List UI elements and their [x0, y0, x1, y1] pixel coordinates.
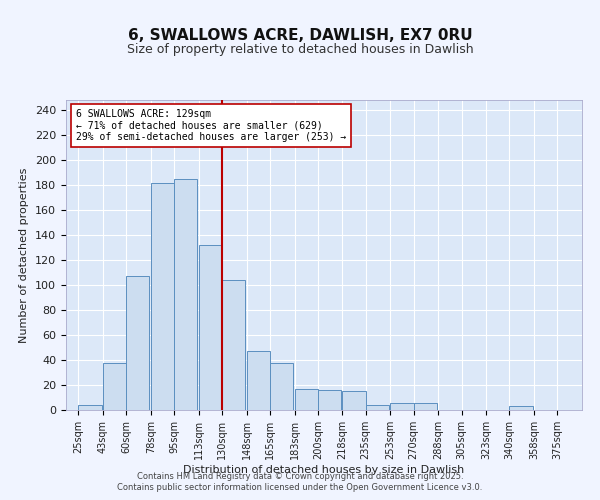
Text: 6, SWALLOWS ACRE, DAWLISH, EX7 0RU: 6, SWALLOWS ACRE, DAWLISH, EX7 0RU — [128, 28, 472, 42]
Text: Size of property relative to detached houses in Dawlish: Size of property relative to detached ho… — [127, 42, 473, 56]
X-axis label: Distribution of detached houses by size in Dawlish: Distribution of detached houses by size … — [184, 464, 464, 474]
Bar — [343, 391, 366, 410]
Bar — [247, 351, 270, 410]
Bar — [199, 245, 222, 410]
Bar — [318, 390, 341, 410]
Y-axis label: Number of detached properties: Number of detached properties — [19, 168, 29, 342]
Bar — [366, 405, 389, 410]
Bar — [413, 402, 437, 410]
Bar — [295, 389, 318, 410]
Text: Contains HM Land Registry data © Crown copyright and database right 2025.: Contains HM Land Registry data © Crown c… — [137, 472, 463, 481]
Bar — [103, 362, 126, 410]
Bar — [509, 406, 533, 410]
Text: 6 SWALLOWS ACRE: 129sqm
← 71% of detached houses are smaller (629)
29% of semi-d: 6 SWALLOWS ACRE: 129sqm ← 71% of detache… — [76, 110, 347, 142]
Bar — [79, 405, 101, 410]
Bar — [391, 402, 413, 410]
Bar — [174, 179, 197, 410]
Text: Contains public sector information licensed under the Open Government Licence v3: Contains public sector information licen… — [118, 484, 482, 492]
Bar — [270, 362, 293, 410]
Bar — [222, 280, 245, 410]
Bar — [151, 182, 174, 410]
Bar — [126, 276, 149, 410]
